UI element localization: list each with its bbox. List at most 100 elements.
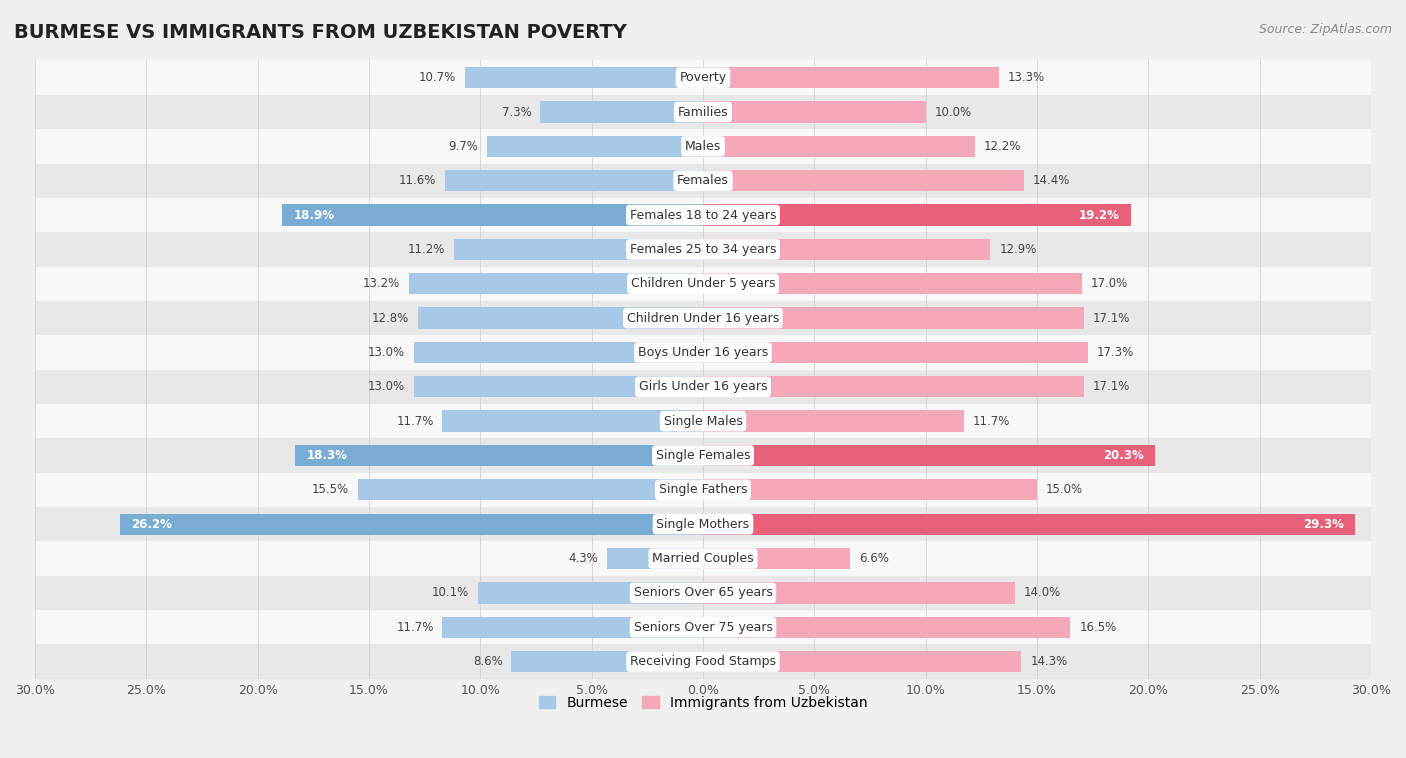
Text: 11.7%: 11.7%: [396, 621, 433, 634]
Text: 29.3%: 29.3%: [1303, 518, 1344, 531]
Text: 9.7%: 9.7%: [449, 140, 478, 153]
Bar: [35, 61, 1371, 95]
Bar: [35, 507, 1371, 541]
Text: 15.0%: 15.0%: [1046, 484, 1083, 496]
Text: 15.5%: 15.5%: [312, 484, 349, 496]
Bar: [444, 170, 703, 191]
Text: Females 18 to 24 years: Females 18 to 24 years: [630, 208, 776, 221]
Bar: [703, 342, 1088, 363]
Text: Single Fathers: Single Fathers: [659, 484, 747, 496]
Bar: [703, 445, 1156, 466]
Bar: [703, 479, 1038, 500]
Bar: [540, 102, 703, 123]
Bar: [359, 479, 703, 500]
Text: 18.3%: 18.3%: [307, 449, 347, 462]
Text: 14.0%: 14.0%: [1024, 587, 1062, 600]
Text: Girls Under 16 years: Girls Under 16 years: [638, 381, 768, 393]
Bar: [35, 164, 1371, 198]
Text: Single Males: Single Males: [664, 415, 742, 428]
Text: 11.6%: 11.6%: [398, 174, 436, 187]
Text: 12.9%: 12.9%: [1000, 243, 1036, 256]
Bar: [35, 301, 1371, 335]
Text: 13.0%: 13.0%: [367, 346, 405, 359]
Bar: [35, 370, 1371, 404]
Bar: [35, 404, 1371, 438]
Bar: [703, 308, 1084, 329]
Text: 7.3%: 7.3%: [502, 105, 531, 118]
Bar: [703, 548, 851, 569]
Text: 17.3%: 17.3%: [1097, 346, 1135, 359]
Text: 26.2%: 26.2%: [131, 518, 172, 531]
Bar: [35, 610, 1371, 644]
Text: Boys Under 16 years: Boys Under 16 years: [638, 346, 768, 359]
Text: BURMESE VS IMMIGRANTS FROM UZBEKISTAN POVERTY: BURMESE VS IMMIGRANTS FROM UZBEKISTAN PO…: [14, 23, 627, 42]
Text: 12.8%: 12.8%: [371, 312, 409, 324]
Bar: [35, 541, 1371, 576]
Text: Females: Females: [678, 174, 728, 187]
Text: 14.4%: 14.4%: [1032, 174, 1070, 187]
Bar: [486, 136, 703, 157]
Bar: [703, 170, 1024, 191]
Text: 6.6%: 6.6%: [859, 552, 889, 565]
Text: 12.2%: 12.2%: [984, 140, 1021, 153]
Text: Seniors Over 75 years: Seniors Over 75 years: [634, 621, 772, 634]
Bar: [443, 616, 703, 638]
Bar: [418, 308, 703, 329]
Bar: [35, 576, 1371, 610]
Bar: [35, 438, 1371, 473]
Text: 11.7%: 11.7%: [973, 415, 1010, 428]
Text: Source: ZipAtlas.com: Source: ZipAtlas.com: [1258, 23, 1392, 36]
Text: 19.2%: 19.2%: [1078, 208, 1119, 221]
Bar: [703, 67, 1000, 88]
Bar: [703, 411, 963, 432]
Bar: [409, 273, 703, 294]
Bar: [295, 445, 703, 466]
Bar: [607, 548, 703, 569]
Bar: [703, 514, 1355, 535]
Text: 13.0%: 13.0%: [367, 381, 405, 393]
Bar: [413, 376, 703, 397]
Text: 17.1%: 17.1%: [1092, 381, 1130, 393]
Text: Children Under 5 years: Children Under 5 years: [631, 277, 775, 290]
Legend: Burmese, Immigrants from Uzbekistan: Burmese, Immigrants from Uzbekistan: [533, 690, 873, 715]
Text: 10.1%: 10.1%: [432, 587, 470, 600]
Bar: [35, 644, 1371, 678]
Text: 13.2%: 13.2%: [363, 277, 401, 290]
Text: 11.7%: 11.7%: [396, 415, 433, 428]
Bar: [703, 651, 1021, 672]
Bar: [454, 239, 703, 260]
Text: 4.3%: 4.3%: [568, 552, 599, 565]
Text: Single Mothers: Single Mothers: [657, 518, 749, 531]
Text: 10.7%: 10.7%: [419, 71, 456, 84]
Text: Seniors Over 65 years: Seniors Over 65 years: [634, 587, 772, 600]
Text: 10.0%: 10.0%: [935, 105, 972, 118]
Bar: [35, 232, 1371, 267]
Bar: [413, 342, 703, 363]
Text: Males: Males: [685, 140, 721, 153]
Bar: [512, 651, 703, 672]
Text: 17.1%: 17.1%: [1092, 312, 1130, 324]
Bar: [443, 411, 703, 432]
Bar: [703, 582, 1015, 603]
Text: 18.9%: 18.9%: [294, 208, 335, 221]
Bar: [35, 129, 1371, 164]
Bar: [703, 205, 1130, 226]
Bar: [703, 616, 1070, 638]
Text: Married Couples: Married Couples: [652, 552, 754, 565]
Text: Families: Families: [678, 105, 728, 118]
Text: 17.0%: 17.0%: [1091, 277, 1128, 290]
Bar: [703, 273, 1081, 294]
Text: 14.3%: 14.3%: [1031, 655, 1067, 668]
Text: Receiving Food Stamps: Receiving Food Stamps: [630, 655, 776, 668]
Bar: [35, 335, 1371, 370]
Bar: [35, 95, 1371, 129]
Text: Single Females: Single Females: [655, 449, 751, 462]
Bar: [35, 198, 1371, 232]
Text: 11.2%: 11.2%: [408, 243, 444, 256]
Bar: [35, 267, 1371, 301]
Bar: [35, 473, 1371, 507]
Bar: [703, 239, 990, 260]
Text: 13.3%: 13.3%: [1008, 71, 1045, 84]
Bar: [703, 136, 974, 157]
Bar: [283, 205, 703, 226]
